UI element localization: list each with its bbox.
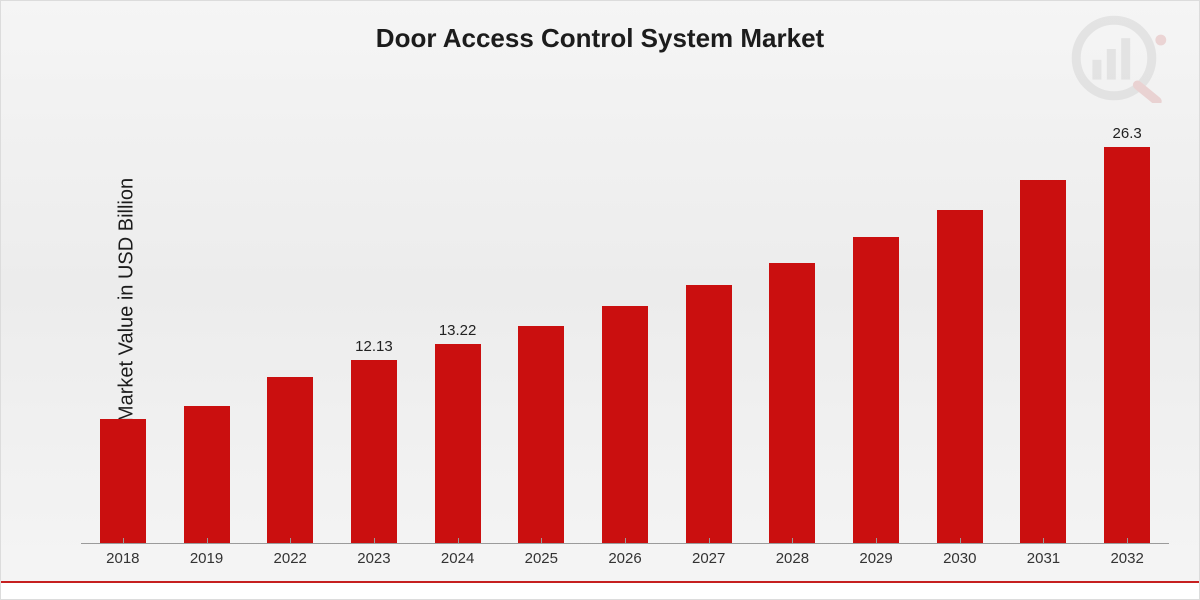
bar (769, 263, 815, 543)
bar-fill (184, 406, 230, 543)
bar-fill (769, 263, 815, 543)
bar (686, 285, 732, 543)
x-tick-label: 2019 (190, 550, 223, 567)
plot-area: 12.13 13.22 26.3 (81, 121, 1169, 544)
bar-value-label: 12.13 (355, 338, 393, 355)
bar-fill (351, 360, 397, 543)
chart-title: Door Access Control System Market (1, 23, 1199, 54)
x-tick-mark (625, 538, 626, 544)
x-tick-mark (374, 538, 375, 544)
bar: 12.13 (351, 360, 397, 543)
x-tick-label: 2022 (274, 550, 307, 567)
x-tick-label: 2027 (692, 550, 725, 567)
bar-fill (602, 306, 648, 543)
bar (267, 377, 313, 543)
bar-fill (1020, 180, 1066, 543)
x-tick-label: 2018 (106, 550, 139, 567)
watermark-icon (1059, 13, 1169, 103)
bar (100, 419, 146, 543)
bar-fill (100, 419, 146, 543)
x-tick-label: 2026 (608, 550, 641, 567)
bar-fill (435, 344, 481, 543)
bar (518, 326, 564, 543)
bar: 13.22 (435, 344, 481, 543)
bar-value-label: 13.22 (439, 322, 477, 339)
x-tick-mark (458, 538, 459, 544)
x-tick-mark (207, 538, 208, 544)
chart-canvas: Door Access Control System Market Market… (0, 0, 1200, 600)
bar-value-label: 26.3 (1113, 125, 1142, 142)
x-tick-mark (1043, 538, 1044, 544)
x-tick-label: 2032 (1110, 550, 1143, 567)
x-tick-label: 2031 (1027, 550, 1060, 567)
x-tick-mark (1127, 538, 1128, 544)
x-tick-label: 2029 (859, 550, 892, 567)
x-tick-label: 2023 (357, 550, 390, 567)
bar-fill (937, 210, 983, 543)
bar-fill (267, 377, 313, 543)
x-tick-label: 2024 (441, 550, 474, 567)
x-tick-label: 2030 (943, 550, 976, 567)
x-tick-mark (876, 538, 877, 544)
bar-fill (518, 326, 564, 543)
x-tick-mark (792, 538, 793, 544)
x-tick-mark (123, 538, 124, 544)
x-tick-mark (541, 538, 542, 544)
bar (853, 237, 899, 543)
x-tick-mark (709, 538, 710, 544)
bar-fill (853, 237, 899, 543)
x-tick-mark (960, 538, 961, 544)
x-tick-mark (290, 538, 291, 544)
bar: 26.3 (1104, 147, 1150, 543)
bar (1020, 180, 1066, 543)
bar-fill (1104, 147, 1150, 543)
bar (602, 306, 648, 543)
bar (937, 210, 983, 543)
bar (184, 406, 230, 543)
x-tick-label: 2028 (776, 550, 809, 567)
x-tick-label: 2025 (525, 550, 558, 567)
bar-fill (686, 285, 732, 543)
footer-band (1, 581, 1199, 599)
